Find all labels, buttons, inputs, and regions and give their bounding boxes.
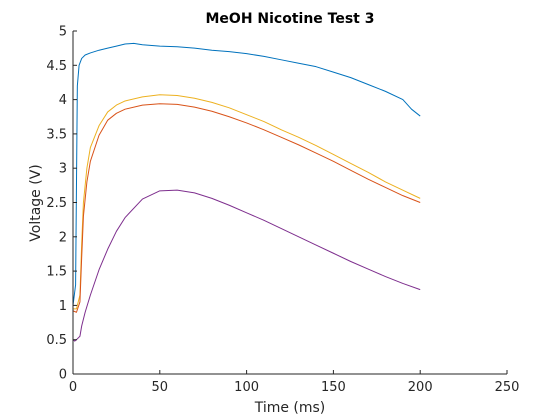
series-layer <box>72 42 421 342</box>
y-tick-label: 0.5 <box>46 333 67 348</box>
plot-frame <box>73 31 507 374</box>
y-tick-label: 3.5 <box>46 127 67 142</box>
x-tick-label: 150 <box>321 380 346 395</box>
x-axis-label: Time (ms) <box>254 400 326 416</box>
y-tick-label: 2.5 <box>46 196 67 211</box>
x-tick-label: 50 <box>152 380 169 395</box>
series-line-3 <box>72 103 421 313</box>
series-line-1 <box>72 42 421 306</box>
series-line-4 <box>72 189 421 342</box>
x-axis-ticks: 0 50 100 150 200 250 <box>69 370 520 395</box>
y-tick-label: 2 <box>59 230 67 245</box>
x-tick-label: 0 <box>69 380 77 395</box>
x-tick-label: 200 <box>408 380 433 395</box>
y-axis-label: Voltage (V) <box>28 164 44 241</box>
plot-area: 0 50 100 150 200 250 0 0.5 1 1.5 2 2.5 3 3.5 4 4.5 5 <box>46 25 519 396</box>
y-tick-label: 4.5 <box>46 59 67 74</box>
x-tick-label: 100 <box>234 380 259 395</box>
y-tick-label: 1 <box>59 299 67 314</box>
series-line-2 <box>73 94 421 310</box>
x-tick-label: 250 <box>495 380 520 395</box>
y-tick-label: 4 <box>59 93 67 108</box>
y-tick-label: 1.5 <box>46 265 67 280</box>
chart-title: MeOH Nicotine Test 3 <box>205 11 374 27</box>
y-axis-ticks: 0 0.5 1 1.5 2 2.5 3 3.5 4 4.5 5 <box>46 25 77 383</box>
y-tick-label: 5 <box>59 25 67 40</box>
y-tick-label: 3 <box>59 162 67 177</box>
y-tick-label: 0 <box>59 368 67 383</box>
